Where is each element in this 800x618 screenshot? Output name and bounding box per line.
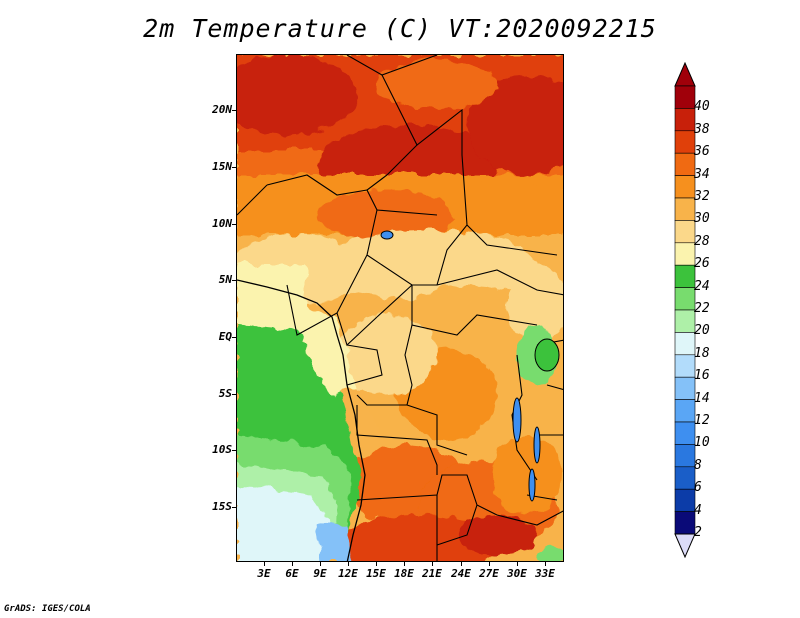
temperature-map: [236, 54, 564, 562]
lon-tick: [376, 562, 377, 566]
colorbar-segment: [674, 264, 696, 288]
colorbar-label: 2: [694, 525, 702, 540]
lon-tick: [461, 562, 462, 566]
lon-label: 6E: [285, 567, 299, 580]
lon-tick: [517, 562, 518, 566]
colorbar-label: 28: [694, 233, 710, 249]
colorbar-segment: [674, 444, 696, 468]
lat-label: 15N: [212, 160, 232, 173]
colorbar-label: 40: [694, 99, 710, 115]
lat-label: EQ: [218, 330, 232, 343]
colorbar-label: 6: [694, 480, 702, 496]
colorbar-segment: [674, 242, 696, 266]
lon-label: 15E: [366, 567, 386, 580]
colorbar-segment: [674, 197, 696, 221]
lon-label: 30E: [507, 567, 527, 580]
lat-tick: [232, 110, 236, 111]
country-borders: [237, 55, 563, 561]
lat-tick: [232, 507, 236, 508]
colorbar-label: 16: [694, 368, 710, 384]
colorbar-label: 8: [694, 457, 702, 473]
colorbar-segment: [674, 287, 696, 311]
lon-tick: [292, 562, 293, 566]
colorbar-under-triangle: [674, 533, 696, 558]
colorbar-label: 24: [694, 278, 710, 294]
lat-tick: [232, 167, 236, 168]
colorbar-label: 34: [694, 166, 710, 182]
temperature-field: [237, 55, 563, 561]
lon-label: 18E: [394, 567, 414, 580]
lat-label: 20N: [212, 103, 232, 116]
lat-tick: [232, 224, 236, 225]
colorbar-segment: [674, 175, 696, 199]
colorbar-segment: [674, 85, 696, 109]
lon-label: 24E: [451, 567, 471, 580]
colorbar-label: 20: [694, 323, 710, 339]
lon-tick: [404, 562, 405, 566]
lat-label: 15S: [212, 500, 232, 513]
lat-tick: [232, 394, 236, 395]
lat-label: 10S: [212, 443, 232, 456]
colorbar-label: 4: [694, 502, 702, 518]
lat-tick: [232, 337, 236, 338]
lon-tick: [320, 562, 321, 566]
coastline: [237, 279, 366, 561]
lon-tick: [489, 562, 490, 566]
plot-title: 2m Temperature (C) VT:2020092215: [143, 14, 657, 43]
colorbar-segment: [674, 399, 696, 423]
lon-label: 12E: [338, 567, 358, 580]
lon-label: 9E: [313, 567, 327, 580]
colorbar-label: 22: [694, 301, 710, 316]
colorbar-segment: [674, 488, 696, 512]
lakes: [380, 230, 560, 502]
lon-label: 21E: [422, 567, 442, 580]
colorbar-label: 38: [694, 121, 710, 137]
lon-tick: [264, 562, 265, 566]
colorbar-label: 30: [694, 211, 710, 227]
colorbar-segment: [674, 421, 696, 445]
colorbar-over-triangle: [674, 62, 696, 87]
colorbar-segment: [674, 130, 696, 154]
lat-label: 5S: [218, 387, 232, 400]
lon-label: 27E: [479, 567, 499, 580]
lon-label: 33E: [535, 567, 555, 580]
lat-tick: [232, 280, 236, 281]
lon-tick: [348, 562, 349, 566]
colorbar-label: 26: [694, 256, 710, 272]
colorbar-segment: [674, 108, 696, 132]
colorbar-segment: [674, 332, 696, 356]
colorbar-segment: [674, 220, 696, 244]
colorbar-segment: [674, 466, 696, 490]
colorbar-label: 12: [694, 413, 710, 428]
lon-tick: [545, 562, 546, 566]
lat-label: 5N: [218, 273, 232, 286]
colorbar-segment: [674, 511, 696, 535]
colorbar-label: 36: [694, 144, 710, 160]
lon-tick: [432, 562, 433, 566]
colorbar-segment: [674, 376, 696, 400]
credit-text: GrADS: IGES/COLA: [4, 604, 91, 614]
colorbar-label: 18: [694, 345, 710, 361]
lon-label: 3E: [257, 567, 271, 580]
colorbar-segment: [674, 309, 696, 333]
colorbar-label: 14: [694, 390, 710, 406]
colorbar-segment: [674, 354, 696, 378]
colorbar: [674, 62, 696, 558]
colorbar-label: 10: [694, 435, 710, 451]
colorbar-label: 32: [694, 189, 710, 204]
lat-tick: [232, 450, 236, 451]
lat-label: 10N: [212, 217, 232, 230]
colorbar-segment: [674, 152, 696, 176]
